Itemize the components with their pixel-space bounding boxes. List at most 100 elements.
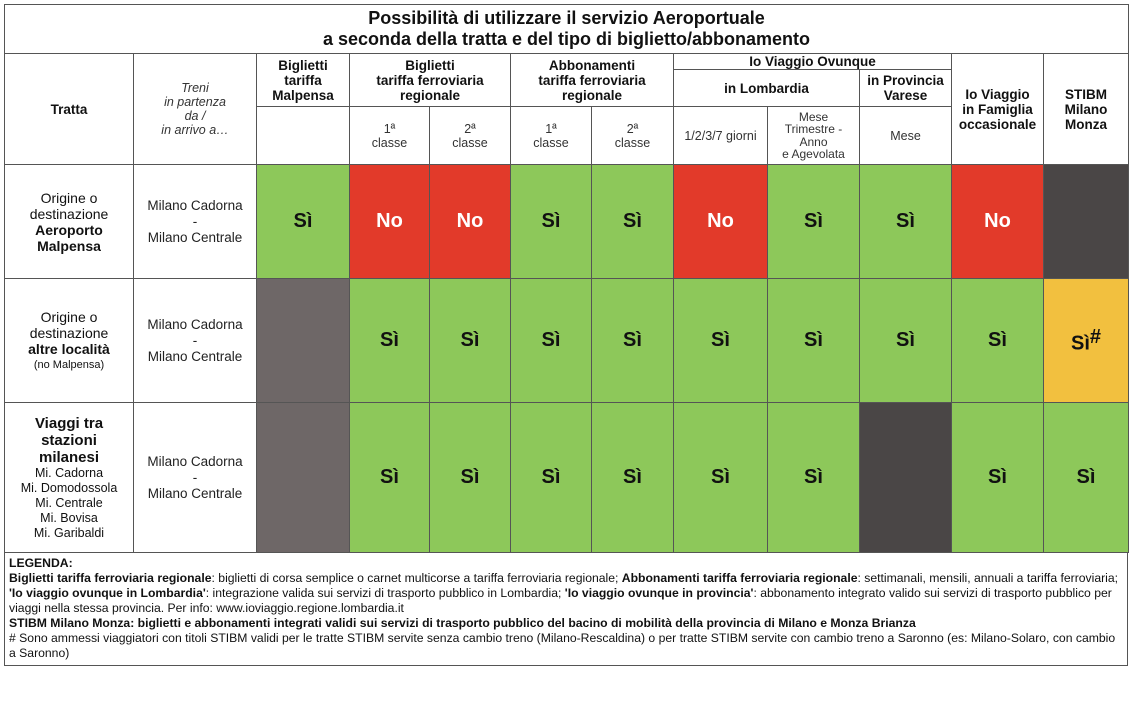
tratta-bold: Aeroporto (35, 221, 103, 238)
value-text: Sì (623, 329, 642, 351)
legend-line-2: 'Io viaggio ovunque in Lombardia': integ… (9, 586, 1123, 616)
legend-line-3: STIBM Milano Monza: biglietti e abboname… (9, 616, 916, 630)
class-word: classe (614, 135, 651, 150)
value-text: Sì (1076, 466, 1096, 488)
station-name: Mi. Garibaldi (33, 525, 105, 540)
header-abbonamenti-line: regionale (561, 87, 623, 103)
header-biglietti-line: regionale (399, 87, 461, 103)
header-abbonamenti: Abbonamenti tariffa ferroviaria regional… (510, 53, 674, 107)
treni-line: Milano Centrale (147, 229, 243, 245)
tratta-cell: Origine o destinazione altre località (n… (4, 278, 134, 403)
tratta-bold: stazioni (41, 431, 97, 449)
title-line-2: a seconda della tratta e del tipo di big… (322, 29, 811, 49)
header-biglietti: Biglietti tariffa ferroviaria regionale (349, 53, 511, 107)
station-name: Mi. Centrale (35, 495, 103, 510)
value-text: Sì (380, 329, 399, 351)
value-text: Sì (804, 329, 823, 351)
value-text: Sì (460, 466, 480, 488)
value-cell: Sì (591, 164, 674, 279)
header-stibm: STIBM Milano Monza (1042, 53, 1130, 165)
header-lombardia: in Lombardia (673, 69, 860, 107)
value-text: Sì (541, 329, 561, 351)
value-cell: Sì (349, 278, 430, 403)
tratta-cell: Origine o destinazione Aeroporto Malpens… (4, 164, 134, 279)
treni-line: - (192, 213, 198, 229)
header-biglietti-1-classe: 1ª classe (349, 106, 430, 165)
class-word: classe (371, 135, 408, 150)
header-malpensa: Biglietti tariffa Malpensa (256, 53, 350, 107)
value-cell: Sì (349, 402, 430, 553)
treni-cell: Milano Cadorna - Milano Centrale (133, 402, 257, 553)
header-malpensa-line: Malpensa (272, 87, 334, 103)
value-cell: Sì (767, 402, 860, 553)
table-row: Origine o destinazione Aeroporto Malpens… (4, 164, 1130, 279)
value-text: Sì (541, 210, 561, 232)
tratta-line: destinazione (29, 205, 109, 222)
header-mese-line: Trimestre - (784, 122, 843, 136)
treni-line: Milano Cadorna (147, 453, 243, 469)
treni-line: - (192, 469, 198, 485)
legend-term: 'Io viaggio ovunque in provincia' (564, 586, 754, 600)
header-giorni: 1/2/3/7 giorni (673, 106, 768, 165)
value-text: Sì (623, 210, 642, 232)
value-cell: No (673, 164, 768, 279)
value-cell-na (256, 402, 350, 553)
legend-text: : biglietti di corsa semplice o carnet m… (211, 571, 622, 585)
legend-text: : settimanali, mensili, annuali a tariff… (857, 571, 1119, 585)
treni-cell: Milano Cadorna - Milano Centrale (133, 278, 257, 403)
tratta-bold: altre località (28, 340, 110, 357)
header-ovunque: Io Viaggio Ovunque (673, 53, 952, 70)
legend-term: Biglietti tariffa ferroviaria regionale (9, 571, 212, 585)
title-line-1: Possibilità di utilizzare il servizio Ae… (368, 8, 765, 28)
table-row: Origine o destinazione altre località (n… (4, 278, 1130, 403)
treni-line: Milano Cadorna (147, 197, 243, 213)
legend-line-1: Biglietti tariffa ferroviaria regionale:… (9, 571, 1123, 586)
station-name: Mi. Bovisa (40, 510, 98, 525)
tratta-line: destinazione (29, 324, 109, 341)
header-malpensa-line: Biglietti (278, 57, 328, 73)
value-cell: Sì (429, 278, 511, 403)
header-stibm-line: Milano (1064, 101, 1108, 117)
value-text: Sì (623, 466, 642, 488)
value-cell: No (951, 164, 1044, 279)
legend-heading: LEGENDA: (9, 556, 73, 570)
value-cell: Sì (510, 278, 592, 403)
value-cell: No (429, 164, 511, 279)
header-famiglia-line: Io Viaggio (965, 86, 1030, 102)
tratta-bold: milanesi (38, 448, 100, 466)
value-text: Sì (711, 329, 730, 351)
value-text: Sì (380, 466, 399, 488)
header-tratta: Tratta (4, 53, 134, 165)
treni-line: Milano Centrale (147, 348, 243, 364)
value-text: No (376, 210, 403, 232)
header-treni: Treni in partenza da / in arrivo a… (133, 53, 257, 165)
treni-line: Milano Cadorna (147, 316, 243, 332)
legend-line-4: # Sono ammessi viaggiatori con titoli ST… (9, 631, 1116, 660)
header-stibm-line: Monza (1065, 116, 1107, 132)
value-text: Sì (988, 329, 1007, 351)
legend-text: : abbonamento integrato valido sui servi… (9, 586, 1112, 615)
page-title: Possibilità di utilizzare il servizio Ae… (3, 4, 1130, 54)
tratta-note: (no Malpensa) (33, 358, 105, 371)
value-cell: Sì (951, 402, 1044, 553)
ticket-table-document: Possibilità di utilizzare il servizio Ae… (3, 4, 1130, 666)
value-cell: Sì (1042, 402, 1130, 553)
value-text: No (707, 210, 734, 232)
class-number: 2ª (626, 121, 639, 136)
header-provincia-line: Varese (883, 88, 928, 103)
header-famiglia-line: in Famiglia (962, 101, 1033, 117)
header-stibm-line: STIBM (1065, 86, 1107, 102)
value-text: Sì (804, 466, 823, 488)
header-famiglia-line: occasionale (958, 116, 1037, 132)
table-row: Viaggi tra stazioni milanesi Mi. Cadorna… (4, 402, 1130, 553)
header-mese-provincia: Mese (859, 106, 952, 165)
header-biglietti-2-classe: 2ª classe (429, 106, 511, 165)
header-malpensa-sub (256, 106, 350, 165)
value-cell: Sì (673, 402, 768, 553)
header-abbonamenti-line: Abbonamenti (548, 57, 636, 73)
header-mese-line: e Agevolata (782, 147, 845, 161)
class-word: classe (533, 135, 569, 150)
tratta-line: Origine o (40, 308, 98, 325)
treni-cell: Milano Cadorna - Milano Centrale (133, 164, 257, 279)
footnote-marker: # (1089, 325, 1102, 348)
